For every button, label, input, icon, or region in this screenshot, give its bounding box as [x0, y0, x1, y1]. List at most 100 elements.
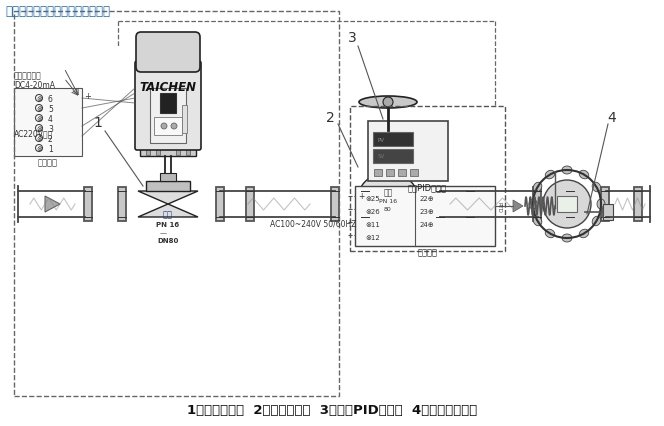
Text: 接线端子: 接线端子: [38, 158, 58, 167]
Ellipse shape: [592, 183, 601, 192]
Bar: [410, 170, 418, 177]
Ellipse shape: [533, 183, 542, 192]
Bar: [350, 107, 505, 251]
Text: 电动流量调节阀流量控制说明图：: 电动流量调节阀流量控制说明图：: [5, 5, 110, 18]
Circle shape: [35, 95, 42, 102]
Bar: [154, 118, 182, 136]
Bar: [383, 131, 393, 143]
Circle shape: [356, 173, 420, 236]
FancyBboxPatch shape: [135, 62, 201, 151]
Text: ⊗: ⊗: [36, 146, 42, 152]
Text: 2: 2: [325, 111, 335, 125]
Text: SV: SV: [378, 154, 385, 159]
Bar: [150, 89, 186, 144]
Bar: [566, 187, 574, 222]
Bar: [14, 89, 82, 157]
Polygon shape: [45, 196, 60, 213]
Text: ⊗: ⊗: [36, 106, 42, 112]
Text: 4: 4: [608, 111, 616, 125]
Circle shape: [35, 115, 42, 122]
Bar: [361, 187, 369, 222]
Text: 台臣: 台臣: [383, 188, 392, 197]
Bar: [140, 149, 196, 157]
Circle shape: [35, 135, 42, 142]
Bar: [14, 12, 339, 396]
Bar: [186, 150, 190, 155]
Circle shape: [383, 98, 393, 108]
Bar: [373, 132, 413, 147]
Text: ⊗: ⊗: [36, 126, 42, 132]
Bar: [182, 106, 187, 134]
Polygon shape: [138, 192, 198, 204]
Text: DC4-20mA: DC4-20mA: [14, 81, 55, 90]
Polygon shape: [480, 196, 495, 213]
Text: ⊗12: ⊗12: [365, 234, 380, 240]
Bar: [176, 150, 180, 155]
Polygon shape: [513, 201, 523, 213]
Text: 3: 3: [48, 124, 53, 133]
Bar: [374, 170, 382, 177]
Bar: [146, 150, 150, 155]
Text: 23⊕: 23⊕: [420, 208, 435, 215]
Ellipse shape: [562, 234, 572, 242]
Text: 22⊕: 22⊕: [420, 196, 435, 201]
Bar: [156, 150, 160, 155]
Ellipse shape: [562, 167, 572, 175]
Ellipse shape: [529, 199, 537, 210]
Text: ⊗: ⊗: [36, 136, 42, 142]
Bar: [466, 187, 474, 222]
Circle shape: [35, 105, 42, 112]
Circle shape: [543, 181, 591, 228]
Text: +: +: [358, 192, 365, 201]
Text: 1: 1: [94, 116, 102, 130]
Text: 智能PID调节器: 智能PID调节器: [408, 183, 447, 192]
Circle shape: [35, 125, 42, 132]
Bar: [160, 173, 176, 181]
Ellipse shape: [579, 171, 589, 179]
Text: RTD: RTD: [497, 201, 502, 212]
Bar: [373, 150, 413, 164]
Polygon shape: [368, 208, 408, 218]
Ellipse shape: [597, 199, 605, 210]
Text: 2: 2: [48, 134, 52, 143]
Bar: [372, 143, 404, 151]
Text: 3: 3: [348, 31, 357, 45]
Circle shape: [161, 124, 167, 130]
Text: PN 16: PN 16: [157, 222, 179, 227]
Text: AC100~240V 50/60HZ: AC100~240V 50/60HZ: [270, 219, 357, 228]
Bar: [216, 187, 224, 222]
Bar: [331, 187, 339, 222]
Polygon shape: [138, 204, 198, 218]
Text: 6: 6: [48, 94, 53, 103]
Bar: [368, 122, 448, 181]
Bar: [355, 187, 495, 246]
Bar: [436, 187, 444, 222]
Ellipse shape: [545, 230, 554, 238]
Text: 1、电动调节阀  2、手动截止阀  3、智能PID调节器  4、法兰式流量计: 1、电动调节阀 2、手动截止阀 3、智能PID调节器 4、法兰式流量计: [187, 403, 477, 416]
Text: ⊗25: ⊗25: [365, 196, 380, 201]
Text: —: —: [159, 230, 167, 236]
Text: ⊗11: ⊗11: [365, 222, 380, 227]
Text: TAICHEN: TAICHEN: [139, 81, 197, 94]
Text: 输入控制信号: 输入控制信号: [14, 71, 42, 80]
Bar: [634, 187, 642, 222]
Text: 24⊕: 24⊕: [420, 222, 435, 227]
Text: 4: 4: [48, 114, 53, 123]
Circle shape: [171, 124, 177, 130]
Text: PN 16: PN 16: [379, 199, 397, 204]
Bar: [382, 161, 394, 172]
Text: DN80: DN80: [157, 237, 179, 243]
Text: 台臣: 台臣: [163, 210, 173, 219]
Text: 80: 80: [384, 207, 392, 212]
Polygon shape: [368, 192, 408, 201]
Text: PV: PV: [378, 137, 385, 142]
Text: ⊗26: ⊗26: [365, 208, 380, 215]
Text: 5: 5: [48, 104, 53, 113]
Text: ⊗: ⊗: [36, 96, 42, 102]
Bar: [146, 181, 190, 192]
Bar: [160, 94, 176, 114]
Circle shape: [35, 145, 42, 152]
Text: 1: 1: [48, 144, 52, 153]
Bar: [84, 187, 92, 222]
Text: ⊗: ⊗: [36, 116, 42, 122]
